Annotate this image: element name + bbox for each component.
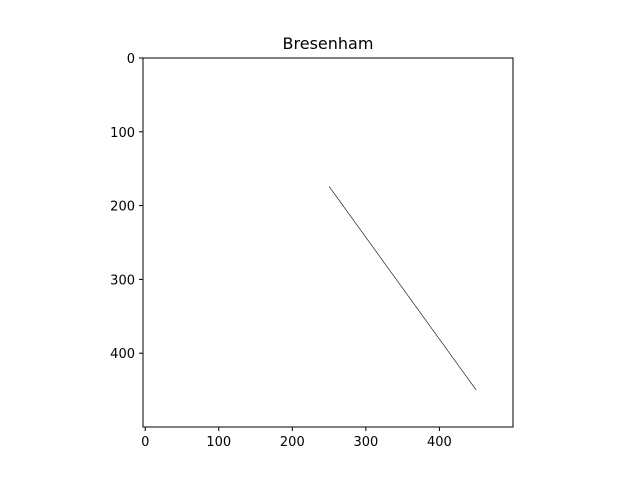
x-tick-label: 0 bbox=[141, 435, 149, 450]
y-axis: 0 100 200 300 400 bbox=[110, 52, 143, 362]
y-tick-label: 400 bbox=[110, 347, 135, 362]
y-tick-label: 200 bbox=[110, 200, 135, 215]
x-tick-label: 400 bbox=[427, 435, 452, 450]
y-tick-label: 100 bbox=[110, 126, 135, 141]
x-tick-label: 300 bbox=[353, 435, 378, 450]
series-line-0 bbox=[328, 186, 477, 391]
x-tick-label: 100 bbox=[206, 435, 231, 450]
chart-title: Bresenham bbox=[283, 34, 374, 53]
x-axis: 0 100 200 300 400 bbox=[141, 427, 452, 450]
x-tick-label: 200 bbox=[280, 435, 305, 450]
plot-frame bbox=[142, 57, 514, 428]
y-tick-label: 300 bbox=[110, 273, 135, 288]
y-tick-label: 0 bbox=[127, 52, 135, 67]
series-layer bbox=[328, 186, 477, 391]
plot-area bbox=[143, 58, 513, 427]
